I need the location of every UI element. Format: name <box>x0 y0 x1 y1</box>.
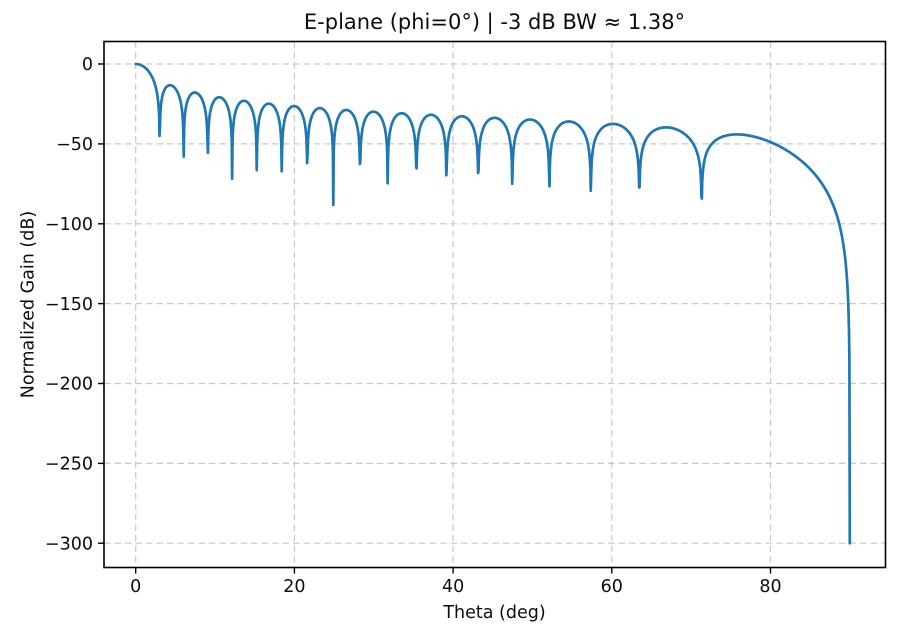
x-axis-label: Theta (deg) <box>442 603 545 623</box>
axes-spines <box>103 40 887 569</box>
gain-curve <box>134 62 852 545</box>
axes-layer: 0 20 40 60 80 0 −50 −100 −150 −200 −250 −300 <box>45 40 887 597</box>
y-tick-label: −300 <box>45 534 93 554</box>
x-tick-label: 0 <box>130 577 141 597</box>
y-tick-label: −200 <box>45 375 93 395</box>
x-tick-label: 60 <box>601 577 623 597</box>
y-tick-label: −250 <box>45 455 93 475</box>
x-tick-label: 20 <box>283 577 305 597</box>
y-tick-label: −150 <box>45 295 93 315</box>
chart-title: E-plane (phi=0°) | -3 dB BW ≈ 1.38° <box>304 10 685 35</box>
y-tick-label: −100 <box>45 215 93 235</box>
x-tick-label: 80 <box>759 577 781 597</box>
curve-layer <box>134 62 852 545</box>
x-tick-label: 40 <box>442 577 464 597</box>
y-axis-label: Normalized Gain (dB) <box>19 211 39 398</box>
y-tick-label: −50 <box>56 135 93 155</box>
y-tick-label: 0 <box>82 55 93 75</box>
grid-layer <box>104 41 886 568</box>
